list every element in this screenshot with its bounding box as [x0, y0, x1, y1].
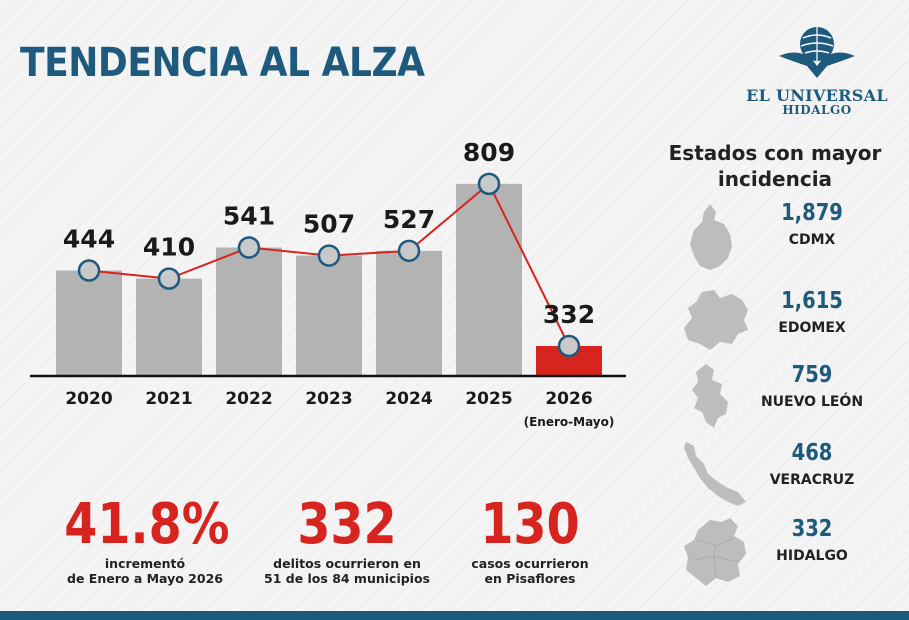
- veracruz-map-icon: [684, 442, 746, 506]
- x-tick-label: 2022: [225, 389, 272, 409]
- state-veracruz: 468 VERACRUZ: [680, 440, 900, 510]
- bar: [296, 255, 362, 376]
- data-point: [237, 236, 261, 259]
- state-name: EDOMEX: [778, 320, 846, 336]
- bar: [376, 250, 442, 376]
- state-value: 468: [791, 440, 833, 466]
- data-point: [397, 239, 421, 263]
- edomex-map-icon: [684, 290, 748, 350]
- x-tick-label: 2020: [65, 389, 112, 409]
- stat-value: 130: [480, 492, 580, 557]
- state-name: NUEVO LEÓN: [760, 394, 864, 410]
- bar-chart: 444 2020 410 2021 541 2022 507 2023 527 2024 809 20…: [30, 138, 626, 429]
- stat-value: 332: [297, 492, 397, 557]
- state-value: 332: [791, 516, 833, 542]
- stat-desc-line2: 51 de los 84 municipios: [264, 571, 430, 586]
- el-universal-logo: EL UNIVERSAL HIDALGO: [742, 22, 892, 117]
- data-point: [317, 244, 341, 267]
- x-tick-label: 2023: [305, 389, 352, 409]
- data-point: [77, 259, 101, 282]
- data-label: 527: [383, 205, 435, 234]
- stat-desc-line1: incrementó: [104, 556, 186, 571]
- data-point: [477, 172, 501, 196]
- state-name: HIDALGO: [776, 548, 848, 564]
- state-value: 759: [791, 362, 833, 388]
- cdmx-map-icon: [690, 204, 732, 270]
- stat-desc-line1: delitos ocurrieron en: [273, 556, 421, 571]
- logo-subtitle: HIDALGO: [782, 103, 852, 117]
- x-tick-note: (Enero-Mayo): [524, 415, 615, 429]
- stat-crimes: 332 delitos ocurrieron en 51 de los 84 m…: [252, 492, 442, 587]
- data-point: [157, 267, 181, 290]
- x-tick-label: 2025: [465, 389, 512, 409]
- stat-desc-line2: de Enero a Mayo 2026: [67, 571, 223, 586]
- x-tick-label: 2021: [145, 389, 192, 409]
- x-tick-label: 2024: [385, 389, 432, 409]
- state-value: 1,879: [781, 200, 843, 226]
- nuevo-leon-map-icon: [692, 364, 728, 428]
- data-label: 541: [223, 202, 275, 231]
- data-label: 809: [463, 138, 515, 167]
- page-title: TENDENCIA AL ALZA: [20, 40, 425, 86]
- stat-pisaflores: 130 casos ocurrieron en Pisaflores: [450, 492, 610, 587]
- x-tick-label: 2026: [545, 389, 592, 409]
- bar: [456, 183, 522, 376]
- state-hidalgo: 332 HIDALGO: [680, 516, 900, 586]
- state-value: 1,615: [781, 288, 843, 314]
- eagle-globe-icon: [779, 27, 855, 78]
- bar: [56, 270, 122, 376]
- state-cdmx: 1,879 CDMX: [680, 200, 900, 270]
- state-name: VERACRUZ: [769, 472, 855, 488]
- bar: [216, 247, 282, 376]
- stat-value: 41.8%: [64, 492, 230, 557]
- data-label: 410: [143, 233, 195, 262]
- bottom-bar: [0, 611, 909, 620]
- hidalgo-map-icon: [684, 518, 746, 586]
- state-nuevo-leon: 759 NUEVO LEÓN: [680, 362, 900, 432]
- data-label: 507: [303, 210, 355, 239]
- stat-increase: 41.8% incrementó de Enero a Mayo 2026: [50, 492, 240, 587]
- state-edomex: 1,615 EDOMEX: [680, 288, 900, 358]
- data-label: 332: [543, 300, 595, 329]
- state-name: CDMX: [788, 232, 836, 248]
- data-label: 444: [63, 225, 115, 254]
- stat-desc-line1: casos ocurrieron: [471, 556, 589, 571]
- sidebar-title: Estados con mayor incidencia: [668, 141, 882, 191]
- data-point: [557, 334, 581, 358]
- bar: [136, 278, 202, 376]
- stat-desc-line2: en Pisaflores: [484, 571, 576, 586]
- logo-name: EL UNIVERSAL: [746, 86, 888, 105]
